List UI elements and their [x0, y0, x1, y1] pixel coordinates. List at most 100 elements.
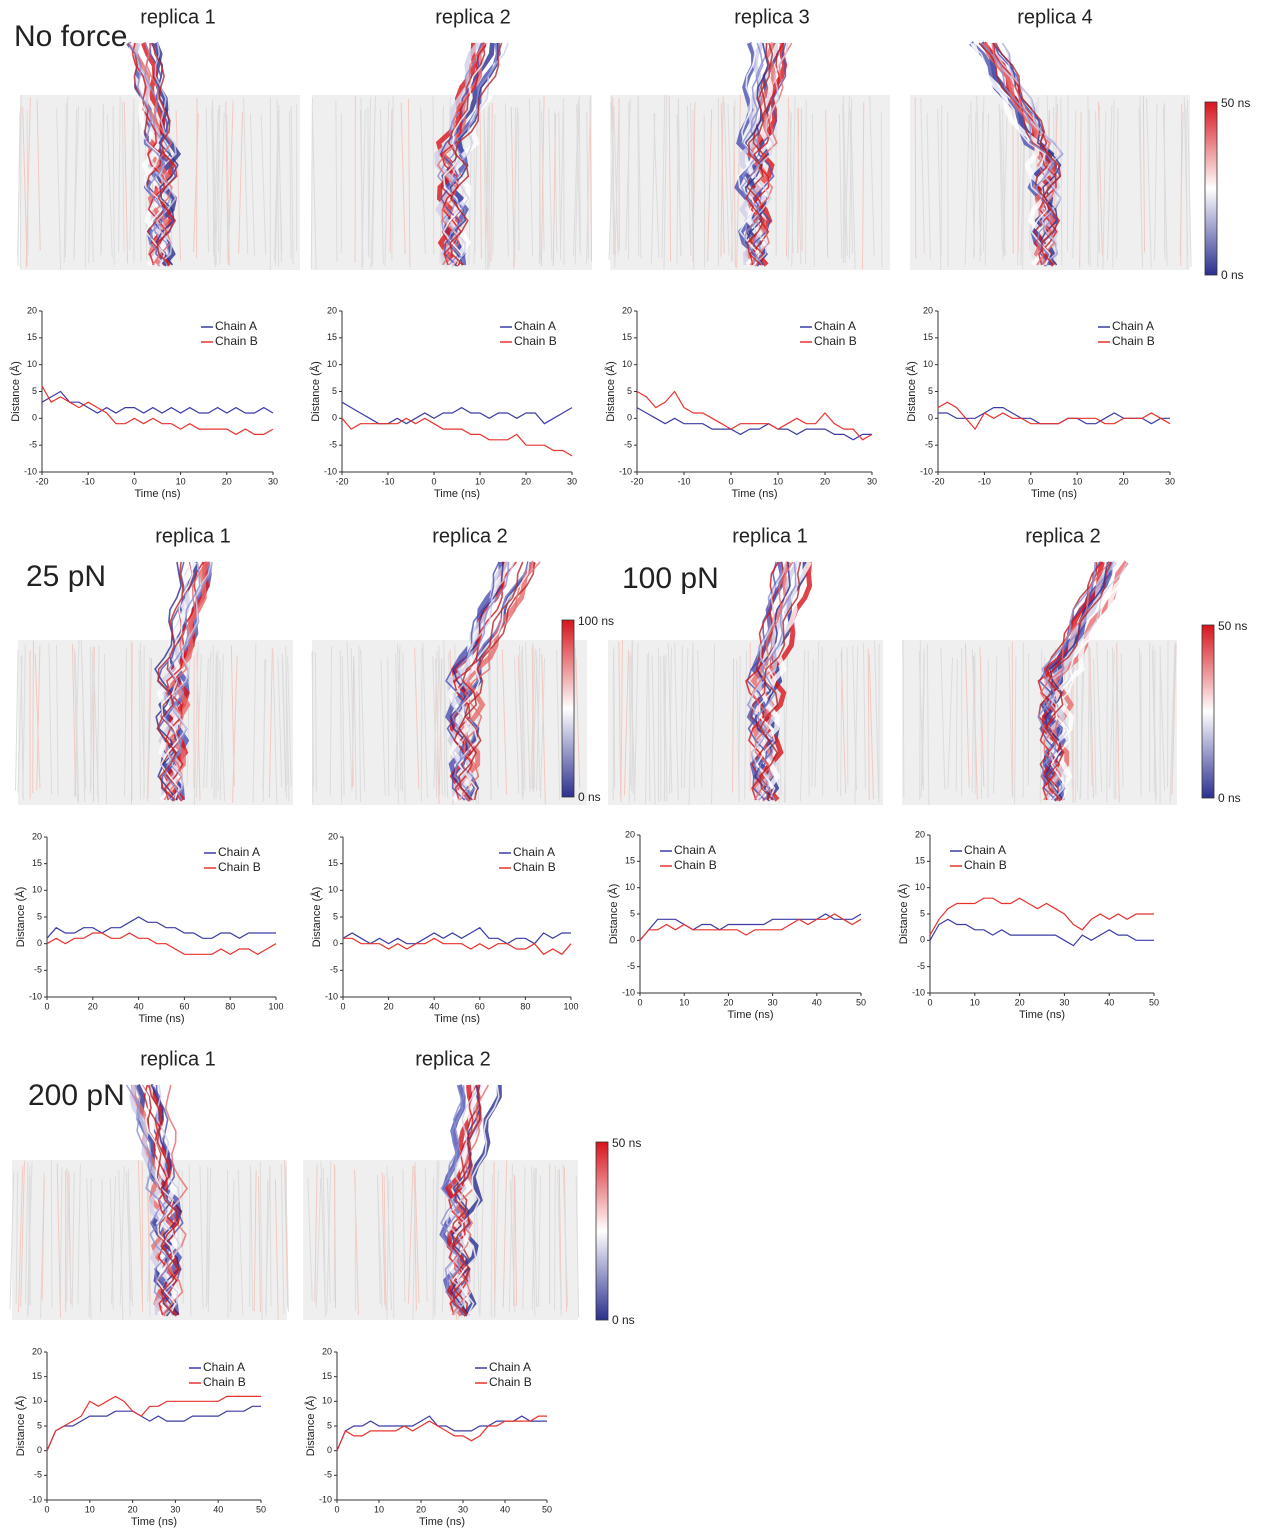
lipid: [22, 107, 28, 267]
x-tick-label: -10: [978, 476, 991, 486]
lipid: [650, 112, 656, 264]
lipid: [720, 95, 724, 257]
lipid: [205, 107, 210, 253]
lipid: [854, 645, 859, 805]
y-tick-label: -5: [34, 1470, 42, 1480]
x-tick-label: 50: [856, 997, 866, 1007]
x-axis-label: Time (ns): [731, 488, 777, 500]
lipid: [732, 658, 735, 793]
lipid: [800, 108, 803, 252]
lipid: [1159, 652, 1166, 791]
series-line: [929, 918, 1154, 947]
lipid: [88, 109, 94, 263]
lipid: [20, 1160, 25, 1307]
lipid: [541, 653, 546, 804]
x-tick-label: 20: [384, 1001, 394, 1011]
lipid: [380, 109, 384, 265]
y-tick-label: 5: [627, 386, 632, 396]
lipid: [203, 658, 209, 788]
protein-trace: [450, 561, 515, 801]
lipid: [272, 651, 278, 805]
lipid: [50, 1160, 53, 1308]
series-line: [46, 916, 276, 939]
lipid: [479, 106, 482, 259]
lipid: [280, 1164, 285, 1314]
y-tick-label: -5: [330, 965, 338, 975]
lipid: [310, 97, 313, 270]
protein-trace: [456, 1084, 500, 1316]
lipid: [146, 657, 151, 802]
x-axis-label: Time (ns): [419, 1516, 465, 1528]
y-tick-label: 0: [920, 935, 925, 945]
lipid: [1039, 648, 1043, 804]
lipid: [359, 110, 364, 266]
lipid: [438, 645, 443, 795]
lipid: [288, 111, 292, 259]
lipid: [249, 1165, 251, 1307]
lipid: [681, 645, 683, 788]
y-tick-label: 10: [328, 885, 338, 895]
y-tick-label: 5: [37, 911, 42, 921]
lipid: [73, 647, 79, 801]
lipid: [29, 1165, 31, 1306]
x-axis-label: Time (ns): [434, 1013, 480, 1025]
lipid: [63, 103, 67, 263]
protein-trace: [166, 561, 212, 801]
y-tick-label: -5: [624, 440, 632, 450]
lipid: [219, 659, 226, 802]
lipid: [443, 640, 446, 797]
colorbar: [1201, 624, 1215, 799]
lipid: [137, 108, 142, 263]
series-line: [636, 390, 873, 441]
x-tick-label: 50: [542, 1504, 552, 1514]
lipid: [620, 640, 623, 802]
lipid: [218, 105, 220, 253]
protein-trace: [442, 42, 489, 266]
x-tick-label: 20: [128, 1504, 138, 1514]
lipid: [56, 1163, 61, 1318]
y-tick-label: 5: [37, 1420, 42, 1430]
protein-trace: [447, 42, 498, 266]
lipid: [1162, 108, 1168, 266]
lipid: [483, 108, 487, 270]
lipid: [874, 640, 880, 804]
lipid: [226, 114, 231, 266]
series-line: [341, 417, 573, 457]
lipid: [540, 95, 545, 267]
lipid: [118, 1169, 124, 1321]
lipid: [48, 643, 53, 795]
lipid: [436, 650, 440, 789]
x-axis-label: Time (ns): [138, 1013, 184, 1025]
lipid: [118, 96, 121, 253]
lipid: [493, 1169, 499, 1318]
legend-label: Chain A: [964, 843, 1006, 857]
lipid: [237, 1169, 244, 1316]
membrane: [18, 640, 293, 805]
lipid: [522, 1166, 526, 1310]
lipid: [257, 1176, 261, 1312]
lipid: [914, 97, 917, 259]
lipid: [71, 1172, 75, 1309]
lipid: [284, 1160, 289, 1308]
x-tick-label: 0: [340, 1001, 345, 1011]
y-tick-label: 10: [32, 1396, 42, 1406]
protein-trace: [445, 561, 500, 801]
y-tick-label: -5: [925, 440, 933, 450]
colorbar-max: 50 ns: [1221, 96, 1250, 110]
legend-label: Chain B: [513, 860, 556, 874]
panel-title: replica 2: [1025, 525, 1101, 547]
lipid: [840, 651, 847, 794]
lipid: [514, 1176, 518, 1307]
protein-trace: [448, 1084, 478, 1316]
lipid: [41, 1177, 45, 1301]
lipid: [613, 111, 619, 255]
lipid: [576, 104, 581, 251]
legend-label: Chain A: [215, 319, 257, 333]
lipid: [103, 653, 108, 804]
panel-title: replica 2: [432, 525, 508, 547]
y-tick-label: 10: [622, 359, 632, 369]
lipid: [575, 1175, 580, 1318]
x-tick-label: -10: [677, 476, 690, 486]
lipid: [862, 102, 865, 270]
lipid: [424, 1168, 428, 1302]
